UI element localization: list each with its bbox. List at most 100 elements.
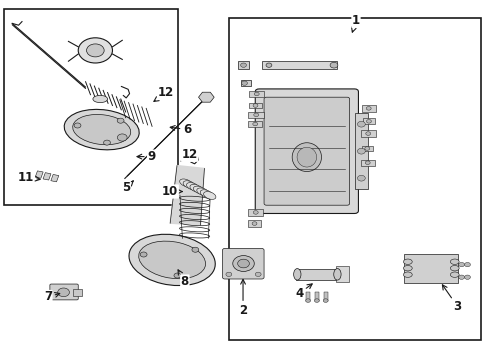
Circle shape <box>240 63 246 67</box>
Circle shape <box>253 113 258 117</box>
Circle shape <box>464 262 469 267</box>
Ellipse shape <box>449 272 458 277</box>
Circle shape <box>365 161 369 165</box>
Ellipse shape <box>186 183 199 190</box>
Ellipse shape <box>333 269 341 280</box>
Ellipse shape <box>73 114 130 145</box>
Bar <box>314 292 318 301</box>
Circle shape <box>323 299 327 302</box>
Bar <box>360 130 375 137</box>
Bar <box>228 18 480 340</box>
Circle shape <box>305 299 310 302</box>
Bar <box>73 289 82 296</box>
FancyBboxPatch shape <box>264 97 349 205</box>
Circle shape <box>366 120 370 123</box>
Ellipse shape <box>193 186 205 194</box>
Circle shape <box>365 132 370 135</box>
Bar <box>261 61 337 69</box>
Circle shape <box>458 275 464 279</box>
Circle shape <box>252 122 257 126</box>
FancyBboxPatch shape <box>222 248 264 279</box>
Circle shape <box>74 123 81 128</box>
Text: 6: 6 <box>170 123 191 136</box>
Circle shape <box>191 247 198 252</box>
Bar <box>296 269 337 280</box>
Circle shape <box>253 104 258 107</box>
Text: 11: 11 <box>17 171 40 184</box>
Text: 3: 3 <box>442 285 461 313</box>
Text: 8: 8 <box>178 270 188 288</box>
Text: 12: 12 <box>154 86 174 102</box>
Circle shape <box>174 273 181 278</box>
Bar <box>305 292 309 301</box>
Text: 4: 4 <box>295 284 311 300</box>
Circle shape <box>78 38 112 63</box>
Bar <box>51 175 59 182</box>
Ellipse shape <box>93 95 107 103</box>
FancyBboxPatch shape <box>50 284 78 300</box>
Bar <box>249 103 261 108</box>
Ellipse shape <box>449 259 458 264</box>
Text: 2: 2 <box>239 279 246 317</box>
Circle shape <box>357 148 365 154</box>
Ellipse shape <box>449 266 458 271</box>
Bar <box>361 105 375 112</box>
Ellipse shape <box>297 147 316 167</box>
Text: 5: 5 <box>122 181 133 194</box>
Circle shape <box>86 44 104 57</box>
Ellipse shape <box>183 181 195 189</box>
Circle shape <box>314 299 319 302</box>
Circle shape <box>232 256 254 271</box>
Ellipse shape <box>64 109 139 150</box>
Bar <box>43 173 51 180</box>
FancyBboxPatch shape <box>255 89 358 213</box>
Polygon shape <box>170 166 204 225</box>
Bar <box>4 9 177 205</box>
Circle shape <box>252 222 257 225</box>
Bar <box>323 292 327 301</box>
Bar <box>249 91 264 97</box>
Circle shape <box>357 121 365 127</box>
Circle shape <box>241 81 247 85</box>
Bar <box>404 254 457 283</box>
Bar <box>238 61 248 69</box>
Circle shape <box>58 288 69 297</box>
Bar <box>354 113 367 189</box>
Bar <box>248 220 260 227</box>
Circle shape <box>329 62 337 68</box>
Text: 1: 1 <box>351 14 359 32</box>
Circle shape <box>117 118 124 123</box>
Ellipse shape <box>291 143 321 171</box>
Ellipse shape <box>293 269 301 280</box>
Ellipse shape <box>200 190 212 198</box>
Circle shape <box>225 272 231 276</box>
Text: 9: 9 <box>137 150 155 163</box>
Circle shape <box>458 262 464 267</box>
Text: 7: 7 <box>44 291 60 303</box>
Circle shape <box>464 275 469 279</box>
Ellipse shape <box>139 241 205 279</box>
Bar <box>362 118 374 124</box>
Ellipse shape <box>403 259 411 264</box>
Circle shape <box>237 259 249 268</box>
Ellipse shape <box>129 234 215 285</box>
Bar <box>336 266 348 282</box>
Circle shape <box>103 140 110 145</box>
Ellipse shape <box>179 179 192 187</box>
Circle shape <box>366 107 370 110</box>
Circle shape <box>140 252 147 257</box>
Ellipse shape <box>203 192 216 199</box>
Circle shape <box>253 211 258 214</box>
Text: 12: 12 <box>181 148 198 161</box>
Bar <box>248 209 263 216</box>
Ellipse shape <box>189 184 202 192</box>
Ellipse shape <box>403 266 411 271</box>
Circle shape <box>254 92 259 96</box>
Bar <box>240 80 251 86</box>
Bar <box>248 112 264 118</box>
Circle shape <box>357 175 365 181</box>
Circle shape <box>364 147 369 150</box>
Bar <box>35 171 43 178</box>
Bar <box>360 160 374 166</box>
Circle shape <box>117 134 127 141</box>
